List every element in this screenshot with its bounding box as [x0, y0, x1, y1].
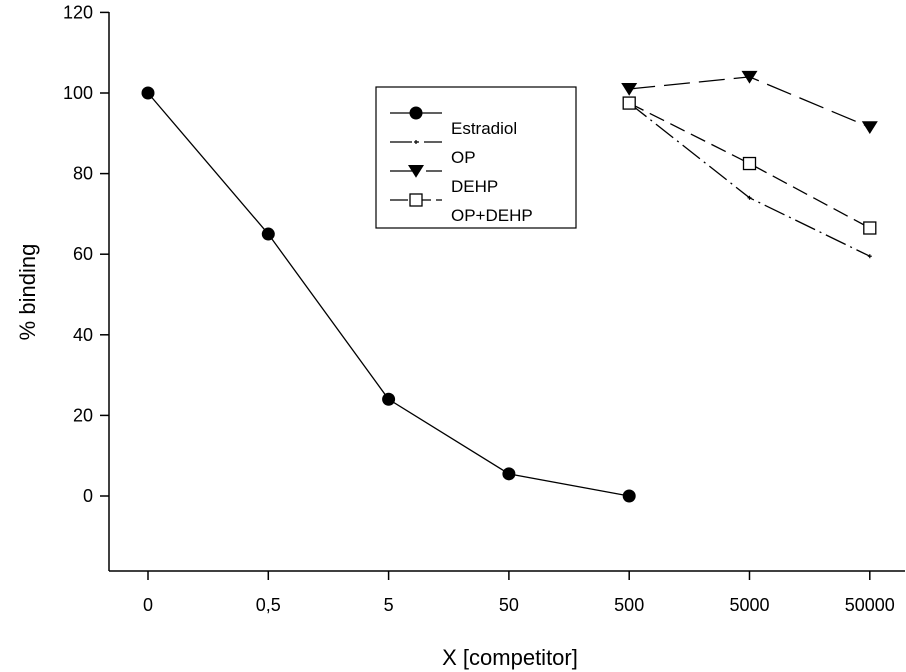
x-ticks: 0 0,5 5 50 500 5000 50000	[143, 571, 895, 615]
legend-label: DEHP	[451, 177, 498, 196]
series-layer	[141, 70, 878, 503]
x-axis-title: X [competitor]	[442, 645, 578, 670]
series-line	[629, 76, 871, 128]
y-tick-label: 0	[83, 486, 93, 506]
axes	[108, 12, 905, 572]
series-op	[627, 101, 872, 259]
legend-item: OP	[390, 140, 476, 167]
data-point	[747, 195, 752, 200]
y-ticks: 0 20 40 60 80 100 120	[63, 2, 109, 506]
series-estradiol	[141, 86, 636, 503]
data-point	[861, 121, 878, 135]
data-point	[141, 86, 155, 100]
x-tick-label: 50000	[845, 595, 895, 615]
data-point	[382, 392, 396, 406]
y-tick-label: 60	[73, 244, 93, 264]
data-point	[867, 254, 872, 259]
data-point	[261, 227, 275, 241]
x-tick-label: 5	[384, 595, 394, 615]
series-dehp	[621, 70, 878, 135]
series-line	[628, 102, 871, 257]
y-tick-label: 100	[63, 83, 93, 103]
data-point	[742, 156, 757, 171]
legend-label: OP+DEHP	[451, 206, 533, 225]
data-point	[622, 96, 636, 110]
legend-item: OP+DEHP	[390, 193, 533, 225]
y-axis-title: % binding	[15, 244, 40, 341]
data-point	[741, 70, 758, 84]
y-tick-label: 120	[63, 2, 93, 22]
data-point	[863, 221, 877, 235]
series-op-dehp	[622, 96, 877, 235]
y-tick-label: 80	[73, 164, 93, 184]
legend: Estradiol OP DEHP OP+DEHP	[375, 86, 577, 229]
data-point	[502, 467, 516, 481]
y-tick-label: 40	[73, 325, 93, 345]
legend-label: Estradiol	[451, 119, 517, 138]
legend-marker	[409, 106, 423, 120]
legend-item: DEHP	[390, 165, 498, 196]
legend-marker	[414, 140, 418, 144]
x-tick-label: 5000	[729, 595, 769, 615]
legend-item: Estradiol	[390, 106, 517, 138]
legend-box	[375, 86, 577, 229]
legend-marker	[409, 193, 423, 207]
x-tick-label: 500	[614, 595, 644, 615]
data-point	[622, 489, 636, 503]
x-tick-label: 0,5	[256, 595, 281, 615]
data-point	[621, 82, 638, 96]
legend-label: OP	[451, 148, 476, 167]
x-tick-label: 0	[143, 595, 153, 615]
x-tick-label: 50	[499, 595, 519, 615]
legend-marker	[408, 165, 424, 178]
y-tick-label: 20	[73, 405, 93, 425]
